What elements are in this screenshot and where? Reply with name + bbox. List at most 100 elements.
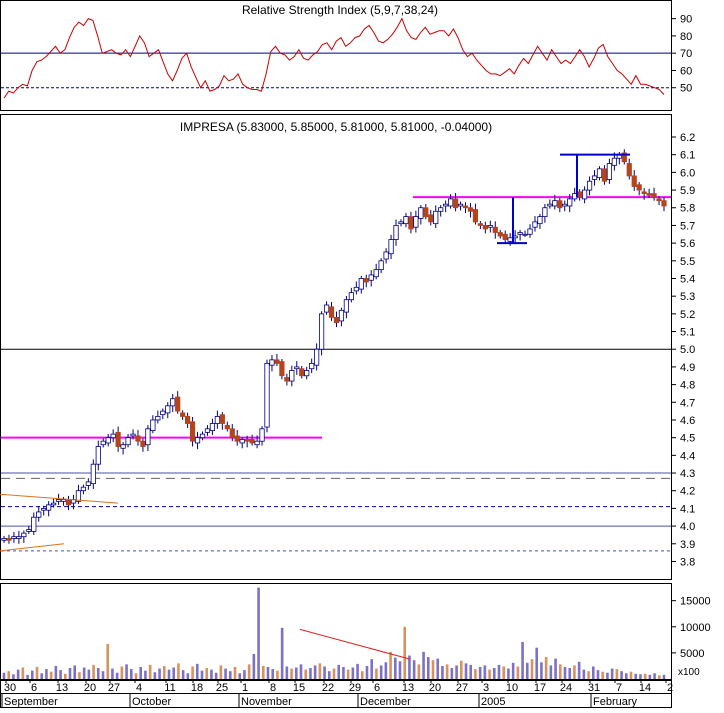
candle-body (591, 175, 598, 180)
date-tick-label: 31 (588, 682, 600, 694)
date-tick-label: 25 (216, 682, 228, 694)
volume-bar (106, 644, 110, 679)
rsi-pane (0, 0, 672, 111)
volume-bar (483, 665, 487, 679)
volume-bar (577, 661, 581, 679)
volume-bar (624, 673, 628, 679)
candle-body (626, 163, 632, 177)
candle-body (165, 405, 171, 414)
volume-bar (464, 663, 468, 679)
candle-body (398, 221, 404, 225)
candle-body (244, 439, 250, 442)
volume-bar (59, 670, 62, 679)
volume-bar (375, 668, 378, 679)
candle-body (150, 419, 156, 431)
volume-bar (45, 669, 48, 679)
volume-bar (181, 670, 185, 679)
volume-bar (195, 663, 199, 679)
date-tick-label: 6 (31, 682, 37, 694)
volume-bar (488, 669, 491, 679)
volume-bar (228, 671, 232, 679)
price-caption: IMPRESA (5.83000, 5.85000, 5.81000, 5.81… (180, 120, 492, 134)
date-tick-label: 4 (136, 682, 142, 694)
candle-body (467, 207, 474, 212)
candle-body (433, 210, 439, 225)
rsi-tick-label: 90 (680, 14, 692, 26)
candle-body (333, 316, 340, 324)
volume-bar (478, 666, 482, 679)
volume-bar (648, 674, 652, 679)
price-tick-label: 4.2 (680, 486, 695, 498)
month-label: November (241, 696, 292, 708)
candle-body (185, 416, 191, 424)
candle-body (51, 502, 57, 506)
volume-bar (657, 675, 661, 679)
date-tick-label: 13 (56, 682, 68, 694)
candle-body (631, 175, 637, 187)
candle-body (388, 239, 394, 255)
volume-bar (606, 672, 609, 679)
volume-bar (191, 666, 194, 679)
candle-body (60, 499, 67, 502)
volume-bar (16, 669, 20, 679)
volume-bar (148, 664, 152, 679)
candle-body (567, 198, 573, 207)
candle-body (254, 440, 260, 446)
volume-bar (398, 661, 402, 679)
candle-body (155, 416, 161, 421)
price-tick-label: 6.2 (680, 132, 695, 144)
price-tick-label: 4.9 (680, 362, 695, 374)
date-tick-label: 2 (667, 682, 673, 694)
volume-bar (167, 669, 171, 679)
candle-body (140, 440, 146, 447)
volume-bar (422, 651, 425, 679)
volume-bar (120, 666, 124, 679)
volume-bar (92, 664, 95, 679)
price-tick-label: 5.9 (680, 185, 695, 197)
volume-bar (200, 670, 204, 679)
date-tick-label: 15 (293, 682, 305, 694)
volume-bar (40, 673, 44, 679)
volume-bar (144, 670, 147, 679)
candle-body (482, 225, 488, 230)
candle-body (160, 410, 166, 416)
date-tick-label: 17 (534, 682, 546, 694)
candle-body (472, 209, 479, 223)
volume-bar (139, 666, 143, 679)
candle-body (418, 207, 424, 219)
candle-body (532, 221, 538, 228)
volume-bar (516, 666, 520, 679)
volume-bar (162, 665, 166, 679)
candle-body (269, 359, 275, 366)
candle-body (443, 203, 449, 207)
volume-bar (497, 664, 501, 679)
volume-bar (26, 674, 29, 679)
volume-bar (587, 671, 590, 679)
price-tick-label: 5.4 (680, 273, 695, 285)
volume-bar (78, 672, 81, 679)
candle-body (492, 226, 498, 233)
candle-body (90, 463, 96, 485)
candle-body (636, 184, 642, 191)
volume-bar (294, 667, 298, 679)
volume-bar (549, 665, 553, 679)
volume-bar (261, 665, 265, 679)
volume-bar (134, 673, 138, 679)
volume-bar (243, 670, 246, 679)
date-tick-label: 29 (349, 682, 361, 694)
candle-body (309, 362, 315, 370)
date-tick-label: 8 (270, 682, 276, 694)
price-tick-label: 4.1 (680, 503, 695, 515)
candle-body (120, 444, 126, 449)
price-tick-label: 5.7 (680, 220, 695, 232)
volume-bar (87, 669, 91, 679)
volume-bar (153, 672, 157, 679)
candle-body (279, 361, 285, 377)
volume-bar (257, 587, 260, 679)
volume-bar (210, 669, 213, 679)
volume-bar (360, 671, 364, 679)
volume-bar (68, 668, 72, 679)
volume-bar (370, 659, 374, 679)
volume-bar (271, 669, 275, 679)
volume-bar (535, 647, 539, 679)
